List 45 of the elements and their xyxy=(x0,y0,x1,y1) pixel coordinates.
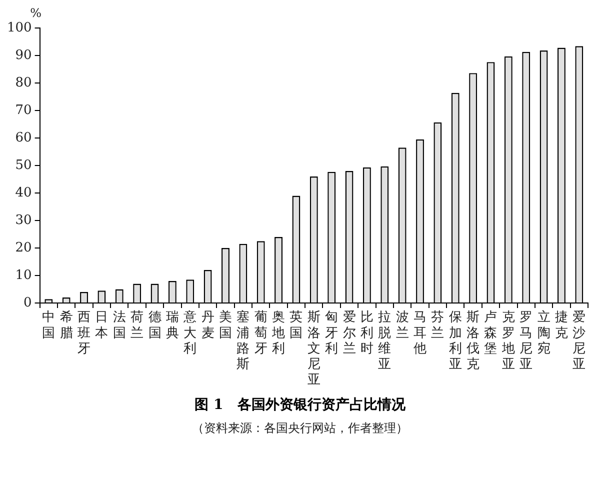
x-tick-label: 荷兰 xyxy=(130,310,144,341)
x-tick-label: 比利时 xyxy=(360,310,374,356)
x-tick-label: 丹麦 xyxy=(201,310,214,341)
x-tick-label: 瑞典 xyxy=(166,310,179,341)
x-tick-label: 斯洛文尼亚 xyxy=(307,310,320,388)
x-tick-label: 西班牙 xyxy=(78,310,91,356)
x-tick-label: 意大利 xyxy=(182,310,197,356)
y-tick-label: 90 xyxy=(15,48,32,63)
y-tick-label: 40 xyxy=(15,185,32,200)
x-tick-label: 匈牙利 xyxy=(325,310,338,356)
x-tick-label: 法国 xyxy=(112,310,126,341)
x-tick-label: 罗马尼亚 xyxy=(520,310,533,372)
x-tick-label: 日本 xyxy=(95,310,108,341)
x-tick-label: 拉脱维亚 xyxy=(378,310,392,372)
x-tick-label: 德国 xyxy=(148,310,162,341)
x-tick-label: 中国 xyxy=(42,310,56,341)
x-tick-label: 斯洛伐克 xyxy=(466,310,480,372)
x-tick-label: 波兰 xyxy=(396,310,409,341)
x-tick-label: 塞浦路斯 xyxy=(236,309,250,372)
x-tick-label: 捷克 xyxy=(554,310,568,341)
x-tick-label: 英国 xyxy=(290,310,303,341)
x-tick-label: 奥地利 xyxy=(271,310,286,356)
y-tick-label: 20 xyxy=(15,240,32,256)
y-tick-label: 50 xyxy=(15,158,32,173)
y-tick-label: 70 xyxy=(15,102,32,118)
y-tick-label: 30 xyxy=(15,212,32,228)
y-tick-label: 10 xyxy=(15,268,32,283)
y-tick-label: 60 xyxy=(15,130,32,146)
x-tick-label: 美国 xyxy=(218,309,232,341)
text: 图 1 各国外资银行资产占比情况 xyxy=(194,396,406,414)
x-tick-label: 克罗地亚 xyxy=(500,310,515,372)
x-tick-label: 保加利亚 xyxy=(448,310,462,372)
y-tick-label: 100 xyxy=(6,20,32,36)
x-tick-label: 爱尔兰 xyxy=(342,310,356,356)
x-tick-label: 芬兰 xyxy=(431,310,444,341)
y-tick-label: 0 xyxy=(24,295,32,310)
x-tick-label: 希腊 xyxy=(60,310,73,341)
x-tick-label: 葡萄牙 xyxy=(254,310,268,356)
text: （资料来源：各国央行网站，作者整理） xyxy=(191,420,409,437)
x-tick-label: 卢森堡 xyxy=(484,310,498,356)
x-tick-label: 立陶宛 xyxy=(537,309,550,356)
y-tick-label: 80 xyxy=(15,75,32,90)
x-tick-label: 爱沙尼亚 xyxy=(572,310,586,372)
y-axis-title: % xyxy=(30,6,42,20)
x-tick-label: 马耳他 xyxy=(414,310,427,356)
